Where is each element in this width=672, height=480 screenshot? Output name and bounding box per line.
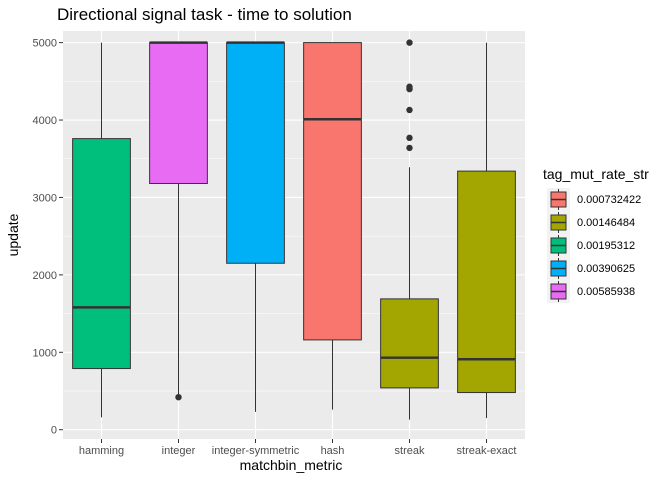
outlier-point [406, 39, 413, 46]
x-tick-label: streak [395, 445, 425, 457]
x-tick-label: hamming [79, 445, 124, 457]
legend-label: 0.00146484 [577, 217, 635, 229]
box-integer [149, 41, 208, 401]
boxes-layer [72, 39, 516, 420]
legend-label: 0.00585938 [577, 286, 635, 298]
plot-panel [63, 31, 525, 439]
box-body [380, 298, 439, 389]
box-body [226, 42, 285, 264]
outlier-point [175, 393, 182, 401]
y-tick-label: 3000 [33, 192, 57, 204]
legend-label: 0.00390625 [577, 263, 635, 275]
legend-title: tag_mut_rate_str [543, 166, 649, 182]
x-tick-label: integer [162, 445, 196, 457]
box-hamming [72, 42, 131, 418]
x-tick-label: integer-symmetric [212, 445, 300, 457]
x-tick-label: hash [321, 445, 345, 457]
box-streak [380, 39, 439, 420]
box-hash [303, 42, 362, 410]
y-tick-label: 1000 [33, 347, 57, 359]
box-integer-symmetric [226, 41, 285, 412]
box-body [457, 170, 516, 394]
x-axis: hamming integer integer-symmetric hash strea… [79, 439, 517, 457]
y-axis: 0 1000 2000 3000 4000 5000 [33, 38, 63, 437]
outlier-point [406, 83, 413, 90]
legend-label: 0.000732422 [577, 194, 641, 206]
x-tick-label: streak-exact [457, 445, 517, 457]
legend: tag_mut_rate_str 0.000732422 0.00146484 0.… [543, 166, 649, 303]
box-body [72, 138, 131, 370]
x-axis-title: matchbin_metric [240, 457, 343, 473]
box-body [303, 42, 362, 341]
outlier-point [406, 134, 413, 142]
y-tick-label: 0 [51, 425, 57, 437]
y-tick-label: 2000 [33, 270, 57, 282]
chart-title: Directional signal task - time to soluti… [57, 5, 352, 24]
outlier-point [406, 144, 413, 152]
y-axis-title: update [5, 213, 21, 256]
box-streak-exact [457, 42, 516, 419]
legend-label: 0.00195312 [577, 240, 635, 252]
y-tick-label: 5000 [33, 38, 57, 50]
box-body [149, 42, 208, 185]
y-tick-label: 4000 [33, 115, 57, 127]
outlier-point [406, 106, 413, 114]
